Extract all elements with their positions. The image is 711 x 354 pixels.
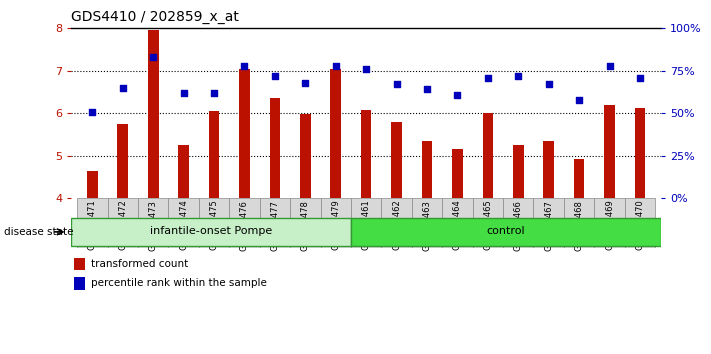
Text: GSM947474: GSM947474 (179, 200, 188, 251)
Bar (442, 198, 473, 248)
Text: disease state: disease state (4, 227, 73, 237)
Text: GSM947478: GSM947478 (301, 200, 310, 251)
Point (299, 80, 311, 86)
Bar (107, 198, 138, 248)
Text: GSM947464: GSM947464 (453, 200, 462, 251)
Bar (229, 198, 260, 248)
Bar (138, 198, 169, 248)
Bar (74, 258, 85, 270)
Bar (169, 198, 199, 248)
Point (208, 90, 220, 96)
Text: GSM947467: GSM947467 (544, 200, 553, 251)
Point (513, 73, 524, 79)
Text: GSM947463: GSM947463 (422, 200, 432, 251)
Bar (503, 198, 533, 248)
Point (178, 90, 189, 96)
Point (543, 81, 555, 87)
Text: GSM947473: GSM947473 (149, 200, 158, 251)
Bar (178, 145, 189, 198)
Text: GSM947479: GSM947479 (331, 200, 341, 251)
Text: GSM947461: GSM947461 (362, 200, 370, 251)
Point (117, 85, 129, 91)
Text: infantile-onset Pompe: infantile-onset Pompe (150, 226, 272, 236)
Bar (483, 113, 493, 198)
Bar (331, 69, 341, 198)
Bar (533, 198, 564, 248)
Bar (513, 145, 523, 198)
Text: GSM947475: GSM947475 (210, 200, 218, 251)
Text: GSM947470: GSM947470 (636, 200, 644, 251)
Point (87, 109, 98, 114)
Bar (117, 124, 128, 198)
Bar (74, 277, 85, 290)
Bar (260, 198, 290, 248)
Text: GSM947476: GSM947476 (240, 200, 249, 251)
Text: GDS4410 / 202859_x_at: GDS4410 / 202859_x_at (71, 10, 239, 24)
Text: GSM947465: GSM947465 (483, 200, 492, 251)
Bar (239, 69, 250, 198)
Bar (361, 110, 371, 198)
Bar (321, 198, 351, 248)
Point (573, 97, 584, 103)
Bar (290, 198, 321, 248)
Text: GSM947472: GSM947472 (118, 200, 127, 251)
Point (391, 81, 402, 87)
Point (330, 63, 341, 69)
Text: control: control (486, 226, 525, 236)
Point (239, 63, 250, 69)
Text: transformed count: transformed count (90, 259, 188, 269)
Text: GSM947477: GSM947477 (270, 200, 279, 251)
Point (482, 75, 493, 80)
Bar (269, 98, 280, 198)
Bar (87, 171, 97, 198)
Point (360, 66, 372, 72)
Point (634, 75, 646, 80)
Bar (351, 217, 661, 246)
Bar (604, 105, 615, 198)
Bar (381, 198, 412, 248)
Bar (412, 198, 442, 248)
Bar (564, 198, 594, 248)
Text: GSM947468: GSM947468 (574, 200, 584, 251)
Bar (452, 149, 463, 198)
Bar (594, 198, 625, 248)
Bar (77, 198, 107, 248)
Point (604, 63, 615, 69)
Bar (391, 122, 402, 198)
Text: GSM947469: GSM947469 (605, 200, 614, 251)
Bar (351, 198, 381, 248)
Bar (300, 114, 311, 198)
Bar (199, 198, 229, 248)
Bar (635, 108, 646, 198)
Text: GSM947466: GSM947466 (514, 200, 523, 251)
Point (422, 87, 433, 92)
Bar (209, 111, 220, 198)
Text: GSM947471: GSM947471 (88, 200, 97, 251)
Point (269, 73, 281, 79)
Bar (148, 30, 159, 198)
Point (148, 55, 159, 60)
Bar (574, 159, 584, 198)
Bar (422, 141, 432, 198)
Text: GSM947462: GSM947462 (392, 200, 401, 251)
Bar (71, 217, 351, 246)
Bar (625, 198, 655, 248)
Point (451, 92, 463, 97)
Bar (543, 141, 554, 198)
Text: percentile rank within the sample: percentile rank within the sample (90, 278, 267, 288)
Bar (473, 198, 503, 248)
